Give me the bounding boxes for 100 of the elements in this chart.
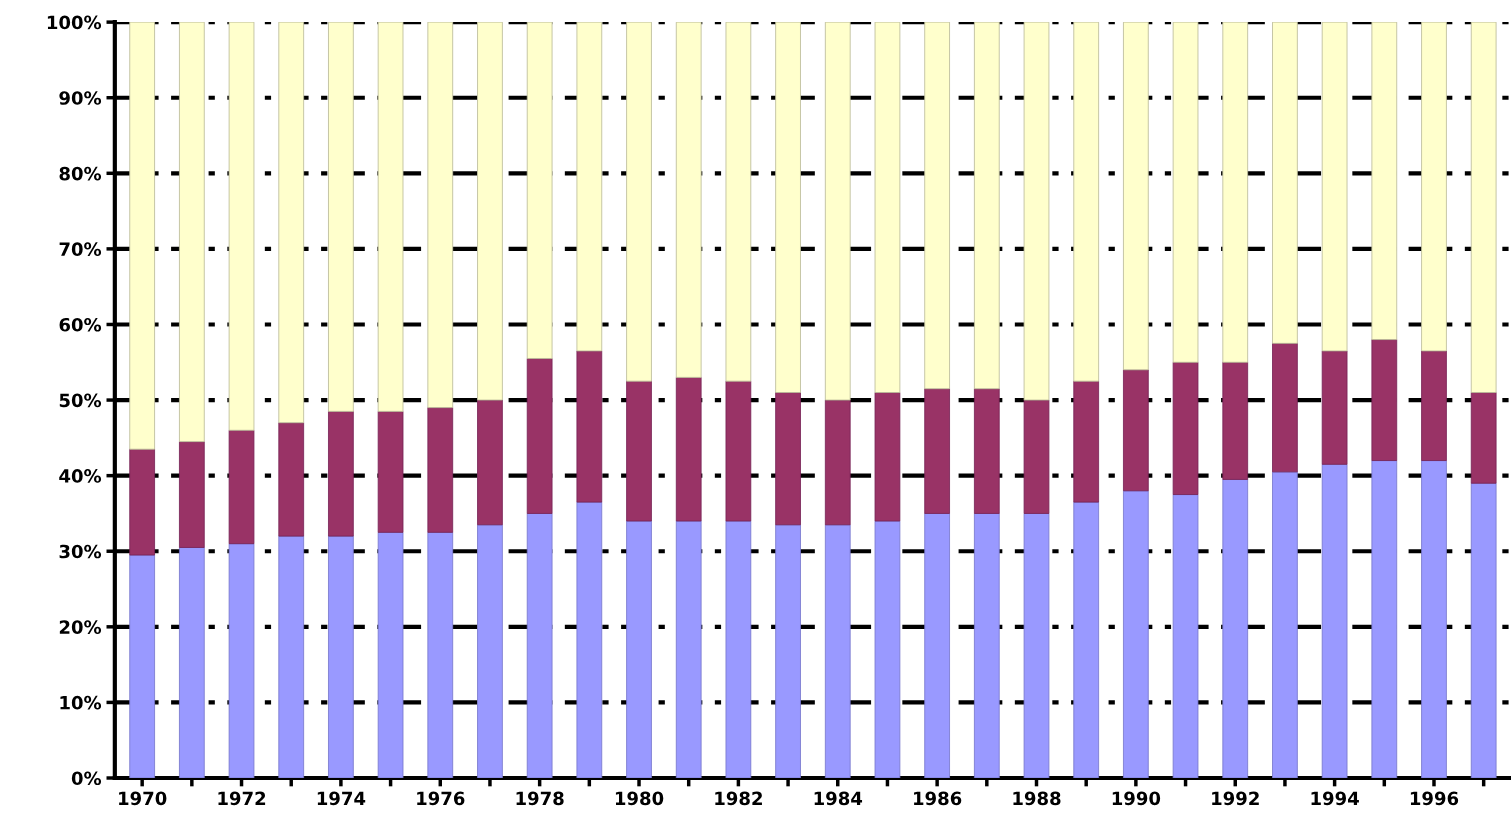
bar — [973, 388, 1000, 514]
bar — [1321, 463, 1348, 778]
bar — [973, 513, 1000, 778]
bar — [427, 531, 454, 778]
x-tick-label: 1990 — [1112, 791, 1161, 806]
y-tick-label: 50% — [59, 393, 102, 408]
x-tick-label: 1982 — [715, 791, 762, 806]
bar — [824, 22, 851, 401]
bar — [626, 520, 652, 778]
bar — [973, 22, 1000, 390]
bar — [427, 407, 454, 533]
bar — [477, 399, 503, 526]
bar — [576, 350, 603, 503]
bar — [1470, 22, 1497, 393]
bar — [1421, 350, 1447, 461]
bar — [1222, 361, 1249, 480]
bar — [477, 524, 503, 778]
bar — [1371, 339, 1398, 461]
bar — [427, 22, 454, 409]
bar — [725, 380, 752, 522]
x-tick-label: 1978 — [516, 791, 564, 806]
bar — [626, 22, 652, 382]
bar — [1222, 479, 1249, 778]
x-tick-label: 1994 — [1311, 791, 1359, 806]
bar — [1023, 399, 1050, 514]
bar — [1272, 471, 1298, 778]
bar — [725, 520, 752, 778]
bar — [1371, 460, 1398, 778]
x-tick-label: 1986 — [914, 791, 962, 806]
bar — [1123, 22, 1149, 371]
x-tick-label: 1996 — [1410, 791, 1459, 806]
bar — [477, 22, 503, 401]
y-tick-label: 60% — [59, 317, 102, 332]
bar — [675, 520, 702, 778]
y-tick-label: 70% — [59, 242, 102, 256]
bar — [377, 410, 404, 533]
bar — [775, 524, 801, 778]
bar — [824, 524, 851, 778]
bar — [179, 547, 205, 778]
bar — [924, 388, 950, 514]
bar — [924, 22, 950, 390]
bar — [129, 448, 155, 556]
bar — [1222, 22, 1249, 363]
bar — [874, 520, 901, 778]
y-tick-label: 80% — [59, 166, 102, 181]
x-tick-label: 1980 — [615, 791, 664, 806]
bar — [526, 22, 553, 359]
bar — [1421, 460, 1447, 778]
bar — [179, 22, 205, 443]
y-tick-label: 90% — [59, 91, 102, 105]
y-tick-label: 20% — [59, 620, 102, 634]
bar — [576, 22, 603, 352]
y-tick-label: 0% — [71, 771, 102, 786]
bar — [1470, 482, 1497, 778]
bar — [1023, 22, 1050, 401]
bar — [278, 22, 305, 424]
bar — [775, 392, 801, 526]
bar — [526, 513, 553, 778]
bar — [526, 358, 553, 514]
bar — [824, 399, 851, 526]
x-tick-label: 1970 — [119, 791, 167, 806]
bar — [228, 429, 255, 545]
bar — [775, 22, 801, 393]
bar — [1172, 22, 1199, 363]
bar — [1073, 22, 1100, 382]
bar — [278, 535, 305, 778]
x-tick-label: 1984 — [814, 791, 863, 806]
y-tick-label: 10% — [60, 695, 102, 710]
bar — [626, 380, 652, 522]
x-tick-label: 1976 — [417, 791, 465, 806]
x-tick-label: 1988 — [1013, 791, 1061, 806]
bar — [328, 410, 354, 537]
bar — [1470, 392, 1497, 484]
bar — [228, 22, 255, 431]
bar — [1371, 22, 1398, 341]
bar — [1172, 494, 1199, 778]
bar — [675, 376, 702, 522]
bar — [1073, 380, 1100, 503]
y-tick-label: 40% — [59, 469, 102, 483]
bar — [278, 422, 305, 537]
bar — [228, 543, 255, 778]
x-tick-label: 1992 — [1212, 791, 1259, 806]
bar — [1321, 22, 1348, 352]
bar — [1023, 513, 1050, 778]
bar — [1123, 490, 1149, 778]
bar — [675, 22, 702, 378]
bar — [377, 531, 404, 778]
x-tick-label: 1974 — [317, 791, 366, 806]
bar — [1421, 22, 1447, 352]
y-tick-label: 30% — [59, 544, 102, 559]
bar — [179, 441, 205, 548]
bar — [129, 22, 155, 450]
x-tick-label: 1972 — [218, 791, 266, 806]
bar — [924, 513, 950, 778]
bar — [1123, 369, 1149, 492]
bar — [874, 22, 901, 393]
bar — [377, 22, 404, 412]
bar — [328, 535, 354, 778]
bar — [1172, 361, 1199, 495]
bar — [328, 22, 354, 412]
